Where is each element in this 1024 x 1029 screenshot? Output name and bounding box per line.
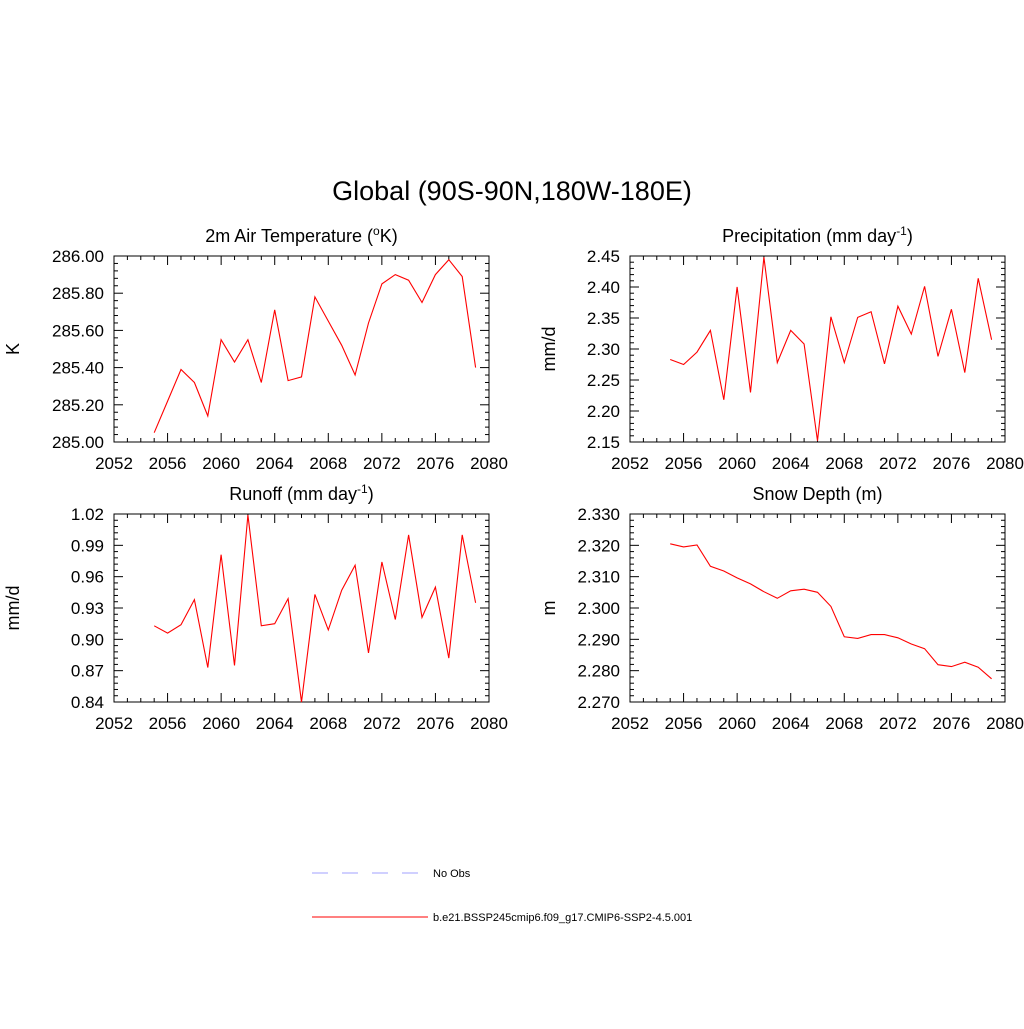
legend-item: No Obs [312,868,471,880]
y-axis-label: mm/d [539,327,559,372]
y-axis-label: K [3,343,23,355]
y-tick-label: 0.96 [71,568,104,587]
y-tick-label: 2.45 [587,247,620,266]
y-axis-label: mm/d [3,586,23,631]
y-tick-label: 0.87 [71,662,104,681]
panel-title: 2m Air Temperature (oK) [205,224,397,246]
y-tick-label: 2.270 [577,693,620,712]
y-tick-label: 285.00 [52,433,104,452]
x-tick-label: 2068 [309,714,347,733]
panel-title: Snow Depth (m) [752,484,882,504]
y-tick-label: 2.310 [577,568,620,587]
x-tick-label: 2072 [363,714,401,733]
panel-snow-depth: Snow Depth (m) 2052 2056 2060 2064 2068 2072 20… [539,484,1024,733]
legend-label: No Obs [433,868,471,880]
x-tick-label: 2052 [95,714,133,733]
x-tick-label: 2080 [986,714,1024,733]
x-tick-label: 2060 [202,714,240,733]
y-tick-label: 1.02 [71,505,104,524]
x-tick-label: 2068 [825,714,863,733]
legend-label: b.e21.BSSP245cmip6.f09_g17.CMIP6-SSP2-4.… [433,912,692,924]
y-tick-label: 285.80 [52,284,104,303]
x-tick-label: 2064 [772,714,810,733]
plot-frame [113,513,490,703]
x-tick-label: 2056 [149,454,187,473]
x-tick-label: 2060 [718,714,756,733]
panel-runoff: Runoff (mm day-1) 2052 2056 2060 2064 2068 207… [3,482,508,733]
y-tick-label: 0.90 [71,630,104,649]
y-tick-label: 2.320 [577,536,620,555]
y-tick-label: 0.93 [71,599,104,618]
legend-item: b.e21.BSSP245cmip6.f09_g17.CMIP6-SSP2-4.… [312,912,692,924]
x-tick-label: 2076 [933,454,971,473]
x-tick-label: 2080 [470,714,508,733]
y-tick-label: 285.20 [52,396,104,415]
panel-title: Precipitation (mm day-1) [722,224,913,246]
y-tick-label: 286.00 [52,247,104,266]
series-line [153,258,477,433]
x-tick-label: 2080 [986,454,1024,473]
x-tick-label: 2076 [417,714,455,733]
x-tick-label: 2076 [417,454,455,473]
panel-temperature: 2m Air Temperature (oK) 2052 2056 2060 2064 2… [3,224,508,473]
x-tick-label: 2072 [879,454,917,473]
plot-frame [113,255,490,443]
legend: No Obs b.e21.BSSP245cmip6.f09_g17.CMIP6-S… [312,868,692,924]
y-tick-label: 2.15 [587,433,620,452]
plot-frame [629,255,1006,443]
figure-title: Global (90S-90N,180W-180E) [332,176,692,206]
y-tick-label: 285.60 [52,321,104,340]
x-tick-label: 2064 [256,714,294,733]
y-tick-label: 2.30 [587,340,620,359]
x-tick-label: 2060 [718,454,756,473]
y-tick-label: 2.280 [577,662,620,681]
panels: 2m Air Temperature (oK) 2052 2056 2060 2064 2… [3,224,1024,733]
y-tick-label: 285.40 [52,359,104,378]
x-tick-label: 2052 [611,714,649,733]
x-tick-label: 2076 [933,714,971,733]
y-tick-label: 2.25 [587,371,620,390]
x-tick-label: 2068 [825,454,863,473]
series-line [670,543,992,680]
x-tick-label: 2064 [256,454,294,473]
x-tick-label: 2064 [772,454,810,473]
x-tick-label: 2052 [611,454,649,473]
plot-frame [629,513,1006,703]
series-line [153,514,477,703]
x-tick-label: 2072 [879,714,917,733]
x-tick-label: 2072 [363,454,401,473]
y-tick-label: 2.290 [577,630,620,649]
y-axis-label: m [539,601,559,616]
y-tick-label: 2.330 [577,505,620,524]
x-tick-label: 2060 [202,454,240,473]
x-tick-label: 2068 [309,454,347,473]
panel-precipitation: Precipitation (mm day-1) 2052 2056 2060 2064… [539,224,1024,473]
panel-title: Runoff (mm day-1) [229,482,373,504]
x-tick-label: 2056 [149,714,187,733]
series-line [670,257,993,441]
x-tick-label: 2052 [95,454,133,473]
y-tick-label: 2.35 [587,309,620,328]
y-tick-label: 0.99 [71,536,104,555]
y-tick-label: 0.84 [71,693,104,712]
y-tick-label: 2.40 [587,278,620,297]
y-tick-label: 2.300 [577,599,620,618]
x-tick-label: 2056 [665,454,703,473]
y-tick-label: 2.20 [587,402,620,421]
x-tick-label: 2080 [470,454,508,473]
x-tick-label: 2056 [665,714,703,733]
